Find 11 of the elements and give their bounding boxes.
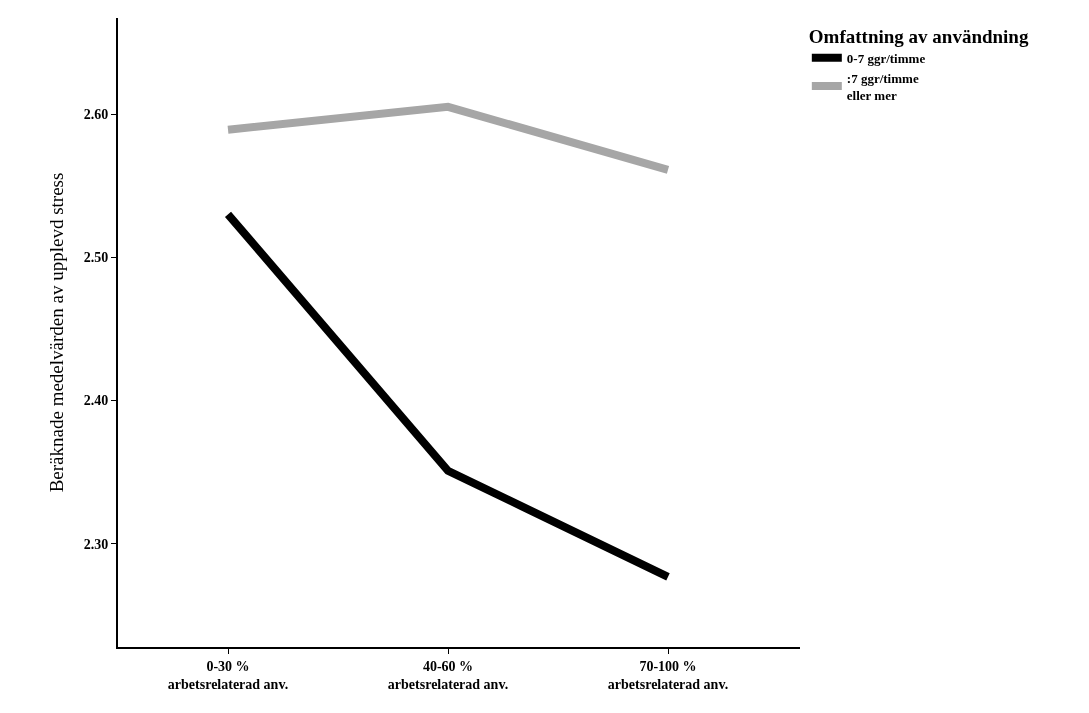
legend-label: 0-7 ggr/timme bbox=[846, 50, 926, 66]
y-tick-label: 2.60 bbox=[83, 106, 109, 122]
legend-label: :7 ggr/timme eller mer bbox=[846, 70, 919, 103]
y-tick-label: 2.40 bbox=[83, 393, 109, 409]
x-tick-label: 0-30 % arbetsrelaterad anv. bbox=[167, 658, 289, 692]
x-tick-label: 40-60 % arbetsrelaterad anv. bbox=[387, 658, 509, 692]
y-tick-label: 2.50 bbox=[83, 250, 109, 266]
y-tick-label: 2.30 bbox=[83, 536, 109, 552]
legend-title: Omfattning av användning bbox=[808, 25, 1029, 47]
y-axis-title: Beräknade medelvärden av upplevd stress bbox=[46, 172, 68, 493]
x-tick-label: 70-100 % arbetsrelaterad anv. bbox=[607, 658, 729, 692]
